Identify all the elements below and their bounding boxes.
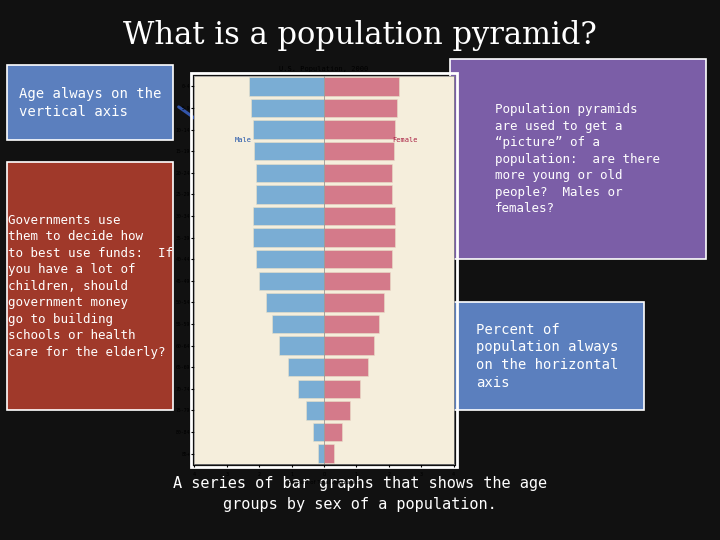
Bar xyxy=(324,142,394,160)
Bar xyxy=(324,293,384,312)
Bar xyxy=(324,164,392,182)
Bar xyxy=(318,444,324,463)
Bar xyxy=(324,228,395,247)
Title: U.S. Population, 2000: U.S. Population, 2000 xyxy=(279,66,369,72)
Bar xyxy=(312,423,324,441)
Bar xyxy=(324,444,334,463)
Bar xyxy=(256,250,324,268)
Bar xyxy=(324,401,350,420)
Bar xyxy=(253,120,324,139)
X-axis label: Percent of Total Population: Percent of Total Population xyxy=(287,480,361,485)
FancyBboxPatch shape xyxy=(7,65,173,140)
Bar xyxy=(324,272,390,290)
Bar xyxy=(256,164,324,182)
Text: What is a population pyramid?: What is a population pyramid? xyxy=(123,19,597,51)
Bar xyxy=(266,293,324,312)
Bar xyxy=(253,207,324,225)
Bar xyxy=(298,380,324,398)
Text: Governments use
them to decide how
to best use funds:  If
you have a lot of
chil: Governments use them to decide how to be… xyxy=(7,214,173,359)
Bar xyxy=(288,358,324,376)
Bar xyxy=(324,336,374,355)
Bar xyxy=(324,250,392,268)
Text: Male: Male xyxy=(235,137,251,144)
Text: Female: Female xyxy=(392,137,418,144)
Text: Percent of
population always
on the horizontal
axis: Percent of population always on the hori… xyxy=(476,322,618,390)
Bar xyxy=(272,315,324,333)
Bar xyxy=(324,315,379,333)
Bar xyxy=(254,142,324,160)
Bar xyxy=(324,423,342,441)
Bar xyxy=(324,358,368,376)
Bar xyxy=(324,380,360,398)
Bar xyxy=(324,99,397,117)
FancyBboxPatch shape xyxy=(450,59,706,259)
Bar xyxy=(251,99,324,117)
Text: Age always on the
vertical axis: Age always on the vertical axis xyxy=(19,87,161,118)
Bar xyxy=(324,185,392,204)
FancyBboxPatch shape xyxy=(7,162,173,410)
Bar xyxy=(253,228,324,247)
Bar xyxy=(259,272,324,290)
Bar xyxy=(256,185,324,204)
Text: Population pyramids
are used to get a
“picture” of a
population:  are there
more: Population pyramids are used to get a “p… xyxy=(495,103,660,215)
FancyBboxPatch shape xyxy=(450,302,644,410)
Bar xyxy=(249,77,324,96)
Bar xyxy=(324,77,399,96)
Bar xyxy=(324,120,395,139)
Bar xyxy=(324,207,395,225)
Bar xyxy=(306,401,324,420)
Text: A series of bar graphs that shows the age
groups by sex of a population.: A series of bar graphs that shows the ag… xyxy=(173,476,547,512)
Bar xyxy=(279,336,324,355)
